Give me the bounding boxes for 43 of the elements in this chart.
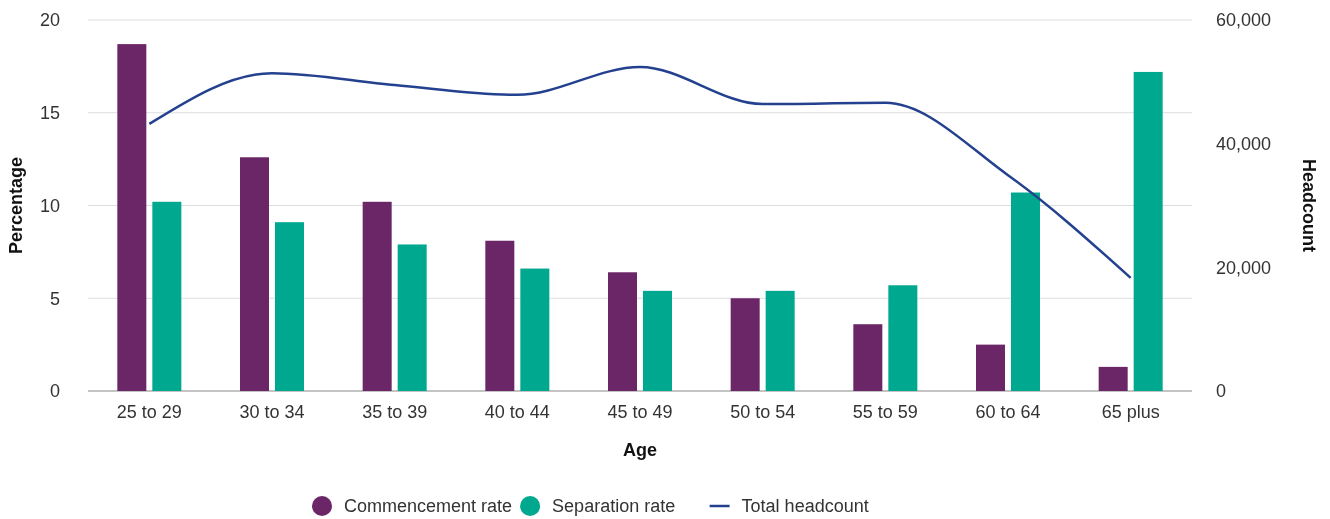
bar: [117, 44, 147, 391]
bar: [520, 268, 550, 391]
x-tick-label: 60 to 64: [975, 402, 1041, 422]
line-series: [148, 65, 1132, 280]
bar: [1133, 71, 1163, 391]
bar: [643, 290, 672, 391]
x-tick-label: 45 to 49: [607, 402, 673, 422]
x-tick-label: 65 plus: [1101, 402, 1160, 422]
bar: [152, 201, 182, 391]
bar: [888, 285, 918, 391]
x-tick-label: 25 to 29: [116, 402, 182, 422]
y-tick-label: 10: [39, 195, 60, 216]
y2-tick-label: 60,000: [1216, 10, 1272, 31]
x-tick-label: 35 to 39: [362, 402, 428, 422]
x-tick-label: 40 to 44: [484, 402, 550, 422]
y2-axis-title: Headcount: [1299, 158, 1319, 253]
bar: [362, 201, 392, 391]
bar: [853, 324, 883, 391]
y-axis-title: Percentage: [6, 156, 26, 255]
y2-tick-label: 20,000: [1216, 257, 1272, 278]
legend-label: Separation rate: [552, 496, 676, 516]
legend-label: Total headcount: [741, 496, 869, 516]
bar: [976, 344, 1005, 391]
bar: [275, 222, 304, 391]
x-tick-label: 30 to 34: [239, 402, 305, 422]
bar: [240, 157, 269, 391]
bar: [765, 290, 795, 391]
bar: [608, 272, 637, 391]
y2-tick-label: 0: [1216, 381, 1227, 402]
y-tick-label: 5: [49, 288, 60, 309]
x-tick-label: 50 to 54: [730, 402, 796, 422]
bar: [1098, 366, 1128, 391]
legend-label: Commencement rate: [344, 496, 513, 516]
y-tick-label: 15: [39, 103, 60, 124]
x-axis-title: Age: [622, 440, 658, 460]
y2-tick-label: 40,000: [1216, 133, 1272, 154]
bar: [397, 244, 427, 391]
bar: [485, 240, 515, 391]
y-tick-label: 20: [39, 10, 60, 31]
y-tick-label: 0: [49, 381, 60, 402]
bar: [1011, 192, 1040, 391]
bar: [730, 298, 760, 391]
x-tick-label: 55 to 59: [852, 402, 918, 422]
